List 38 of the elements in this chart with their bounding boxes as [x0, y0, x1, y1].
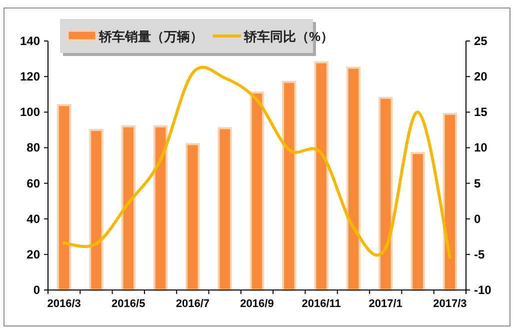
y-tick-label: 80	[26, 140, 40, 155]
bar	[314, 61, 328, 291]
y2-tick-label: 25	[474, 34, 488, 48]
y2-tick-label: -10	[474, 283, 492, 297]
bar	[410, 152, 425, 291]
y2-tick-label: 0	[474, 212, 481, 226]
bar	[56, 104, 72, 291]
bar	[89, 128, 104, 291]
legend-label: 轿车同比（%）	[243, 29, 334, 44]
y-tick-label: 0	[33, 283, 40, 297]
y2-tick-label: -5	[474, 247, 485, 262]
y-tick-label: 40	[26, 212, 40, 226]
legend-label: 轿车销量（万辆）	[98, 29, 203, 44]
y-tick-label: 100	[20, 105, 40, 120]
y-tick-label: 140	[20, 34, 40, 48]
bar	[121, 125, 136, 291]
x-tick-label: 2016/11	[302, 298, 341, 310]
x-tick-label: 2016/9	[240, 298, 274, 310]
x-tick-label: 2016/3	[47, 298, 81, 310]
bar	[153, 125, 168, 291]
bar	[282, 80, 296, 291]
x-tick-label: 2016/5	[112, 298, 146, 310]
y-tick-label: 120	[20, 70, 40, 84]
y-tick-label: 20	[26, 247, 40, 262]
y2-tick-label: 20	[474, 70, 488, 84]
bar	[250, 92, 264, 291]
bar	[442, 112, 458, 291]
bar	[186, 143, 200, 291]
x-tick-label: 2016/7	[176, 298, 210, 310]
y2-tick-label: 5	[474, 176, 481, 190]
y-tick-label: 60	[26, 176, 40, 190]
y2-tick-label: 15	[474, 105, 488, 120]
bar	[346, 66, 361, 291]
x-tick-label: 2017/3	[433, 298, 467, 310]
bar	[218, 127, 232, 291]
bar	[378, 96, 393, 291]
y2-tick-label: 10	[474, 140, 488, 155]
x-tick-label: 2017/1	[368, 298, 402, 310]
